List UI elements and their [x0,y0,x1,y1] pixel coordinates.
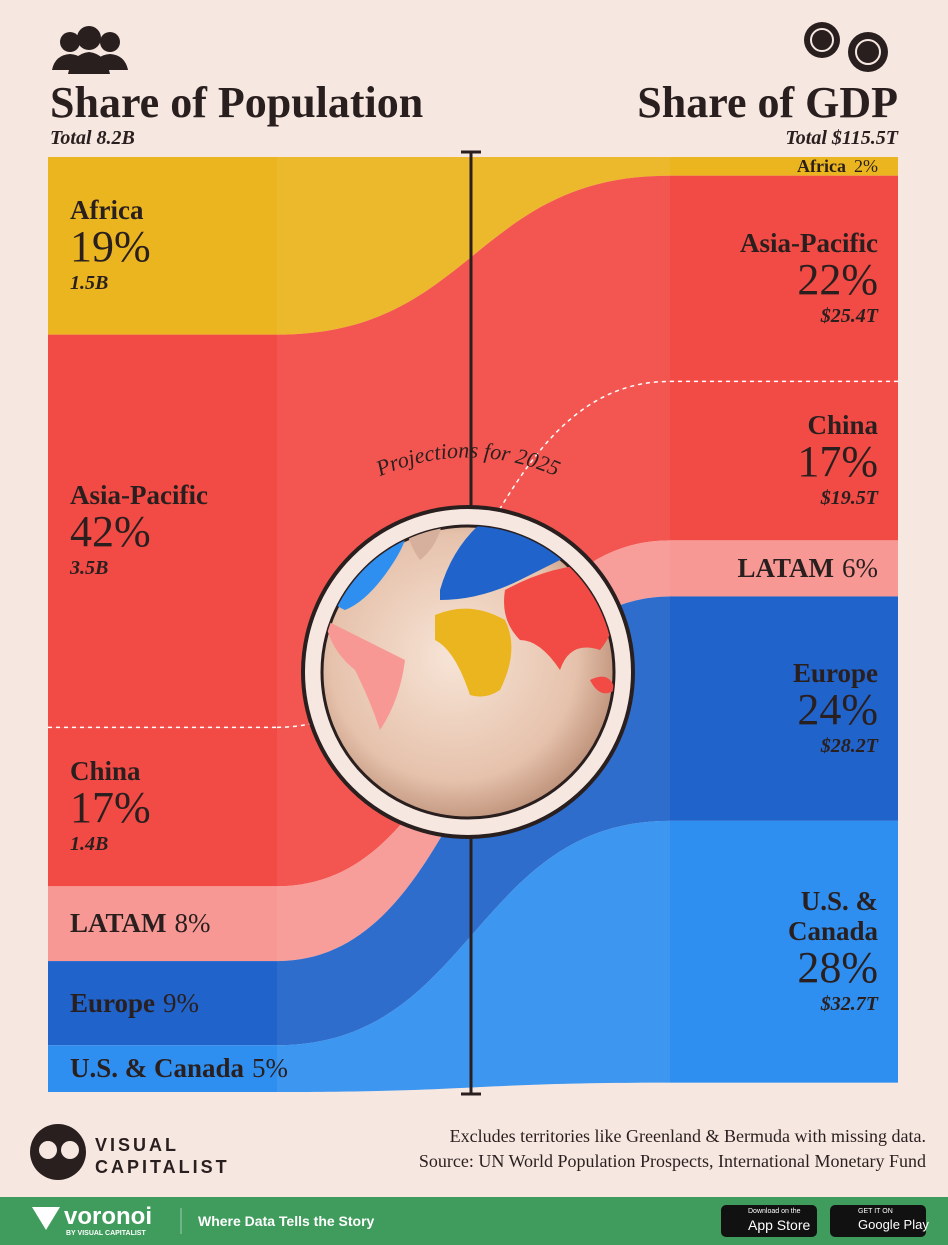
bar-segment [670,381,898,541]
app-store-badge[interactable] [721,1205,817,1237]
region-name: Europe [792,657,878,688]
region-name: China [70,755,141,786]
population-title: Share of Population [50,78,424,127]
segment-label: Africa 19% 1.5B [70,157,151,335]
amount-label: 1.4B [70,832,109,855]
globe [301,505,635,839]
vc-logo [30,1124,86,1180]
region-name: U.S. & Canada [70,1053,245,1084]
flow [277,157,670,335]
region-name: Asia-Pacific [70,479,208,510]
divider [276,380,671,729]
bar-segment [48,727,277,887]
voronoi-icon [32,1207,60,1230]
brand: VISUAL CAPITALIST [95,1134,230,1178]
region-name: China [807,409,878,440]
bar-segment [670,596,898,821]
inline-label: LATAM 6% [738,553,879,584]
share-label: 9% [163,987,200,1018]
gdp-title: Share of GDP [637,78,898,127]
google-small: GET IT ON [858,1208,893,1215]
share-label: 6% [842,552,878,583]
amount-label: 3.5B [70,556,109,579]
share-label: 22% [797,254,878,304]
segment-label: Africa 2% [797,156,878,177]
bar-segment [670,820,898,1083]
segment-label: U.S. & Canada 28% $32.7T [728,821,878,1083]
bar-segment [48,1045,277,1092]
share-label: 19% [70,221,151,271]
share-label: 42% [70,506,151,556]
bar-segment [48,886,277,962]
apple-small: Download on the [748,1208,801,1215]
population-total: Total 8.2B [50,127,135,149]
region-name: LATAM [737,552,835,583]
segment-label: China 17% 1.4B [70,727,151,886]
segment-label: Europe 9% [70,961,199,1045]
note: Excludes territories like Greenland & Be… [449,1126,926,1146]
share-label: 8% [174,908,211,939]
voronoi-sub: BY VISUAL CAPITALIST [66,1230,146,1237]
brand-top: VISUAL [95,1135,180,1155]
segment-label: LATAM 6% [738,540,879,596]
source: Source: UN World Population Prospects, I… [418,1151,926,1171]
tagline: Where Data Tells the Story [198,1213,375,1229]
region-name: LATAM [70,908,167,939]
bar-segment [48,961,277,1046]
segment-label: LATAM 8% [70,886,211,961]
amount-label: $25.4T [820,304,878,327]
inline-label: Europe 9% [70,988,199,1019]
inline-label: U.S. & Canada 5% [70,1053,288,1084]
region-name: U.S. & Canada [787,885,878,946]
region-name: Asia-Pacific [740,227,878,258]
people-icon [52,26,128,74]
segment-label: Asia-Pacific 22% $25.4T [740,176,878,382]
segment-label: Europe 24% $28.2T [793,596,878,820]
segment-label: China 17% $19.5T [797,381,878,540]
voronoi-logo[interactable]: voronoi [64,1203,152,1230]
google-label: Google Play [858,1217,929,1232]
flow [277,820,670,1092]
region-name: Europe [70,987,156,1018]
segment-label: U.S. & Canada 5% [70,1045,288,1092]
share-label: 17% [797,436,878,486]
bar-segment [48,157,277,335]
amount-label: $32.7T [820,992,878,1015]
region-name: Africa [70,194,144,225]
share-label: 28% [797,942,878,992]
segment-label: Asia-Pacific 42% 3.5B [70,335,208,728]
share-label: 2% [854,155,878,176]
coins-icon [804,22,888,72]
amount-label: $19.5T [820,486,878,509]
amount-label: $28.2T [820,734,878,757]
share-label: 17% [70,782,151,832]
apple-label: App Store [748,1217,811,1233]
google-play-badge[interactable] [830,1205,926,1237]
inline-label: Africa 2% [797,156,878,177]
gdp-total: Total $115.5T [785,127,898,149]
bar-segment [670,540,898,597]
bar-segment [670,175,898,382]
inline-label: LATAM 8% [70,908,211,939]
brand-bottom: CAPITALIST [95,1157,230,1177]
share-label: 24% [797,684,878,734]
bar-segment [48,334,277,728]
amount-label: 1.5B [70,271,109,294]
bar-segment [670,157,898,176]
region-name: Africa [797,155,846,176]
share-label: 5% [252,1053,289,1084]
